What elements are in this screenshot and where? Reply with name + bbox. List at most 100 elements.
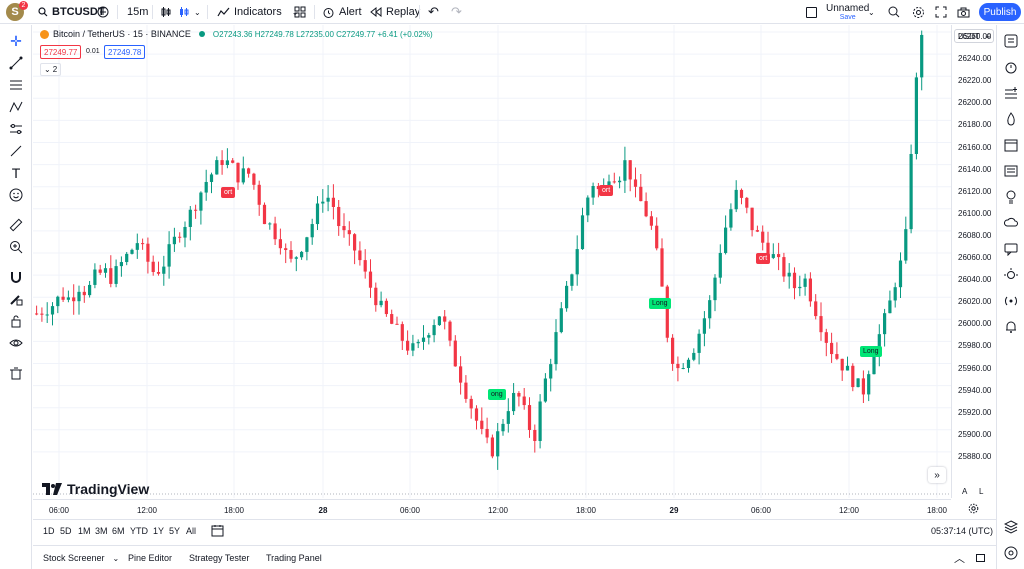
undo-button[interactable]: ↶ [428, 0, 439, 24]
crosshair-tool[interactable]: ✛ [8, 33, 24, 49]
symbol-search-button[interactable]: BTCUSDT [38, 0, 105, 24]
broadcast-button[interactable] [1003, 293, 1019, 309]
hide-drawings-tool[interactable] [8, 335, 24, 351]
bar-style-button[interactable]: ⌄ [178, 0, 201, 24]
stay-in-drawing-tool[interactable] [8, 291, 24, 307]
currency-select[interactable]: USDT ≡ [954, 29, 994, 43]
scroll-to-realtime-button[interactable]: » [928, 467, 946, 483]
trend-line-tool[interactable] [8, 55, 24, 71]
emoji-tool[interactable] [8, 187, 24, 203]
brush-icon [10, 145, 22, 157]
lock-drawings-tool[interactable] [8, 313, 24, 329]
goto-date-button[interactable] [211, 524, 224, 540]
symbol-title[interactable]: Bitcoin / TetherUS · 15 · BINANCE [53, 29, 191, 39]
sell-price-button[interactable]: 27249.77 [40, 45, 82, 59]
timeframe-3m-button[interactable]: 3M [95, 526, 108, 536]
candle-body [278, 239, 282, 249]
prediction-tool[interactable] [8, 121, 24, 137]
chart-type-button[interactable] [160, 0, 172, 24]
timeframe-1m-button[interactable]: 1M [78, 526, 91, 536]
log-scale-button[interactable]: L [979, 487, 984, 496]
timeframe-6m-button[interactable]: 6M [112, 526, 125, 536]
candle-body [88, 284, 92, 296]
layout-icon [806, 6, 817, 18]
price-tick-label: 25980.00 [958, 341, 992, 351]
replay-button[interactable]: Replay [370, 0, 420, 24]
menu-icon: ≡ [985, 31, 990, 41]
prediction-icon [10, 124, 22, 134]
timeframe-1y-button[interactable]: 1Y [153, 526, 165, 536]
layout-checkbox[interactable] [806, 0, 817, 24]
tab-label: Pine Editor [128, 553, 173, 563]
auto-scale-button[interactable]: A [962, 487, 968, 496]
notifications-button[interactable] [1003, 319, 1019, 335]
axis-settings-button[interactable] [968, 503, 979, 517]
timeframe-all-button[interactable]: All [186, 526, 197, 536]
candle-body [469, 398, 473, 409]
collapse-panel-button[interactable]: ︿ [954, 546, 965, 569]
candle-body [178, 236, 182, 238]
indicators-button[interactable]: Indicators ⌄ [217, 0, 298, 24]
news-button[interactable] [1003, 163, 1019, 179]
interval-button[interactable]: 15m [127, 0, 148, 24]
object-tree-button[interactable] [1003, 519, 1019, 535]
time-axis[interactable]: 06:00 12:00 18:00 28 06:00 12:00 18:00 29 06:00 1… [33, 499, 951, 519]
price-tick-label: 25900.00 [958, 429, 992, 439]
fullscreen-button[interactable] [935, 0, 947, 24]
data-window-button[interactable] [1003, 85, 1019, 101]
layout-name-button[interactable]: Unnamed Save [826, 0, 869, 24]
streams-button[interactable] [1003, 215, 1019, 231]
remove-drawings-tool[interactable] [8, 365, 24, 381]
layouts-button[interactable] [294, 0, 306, 24]
price-chart[interactable] [33, 25, 951, 498]
compare-button[interactable] [97, 0, 109, 24]
magnet-icon [11, 272, 21, 283]
ideas-button[interactable] [1003, 189, 1019, 205]
chevron-down-icon: ⌄ [291, 7, 299, 17]
snapshot-button[interactable] [957, 0, 970, 24]
text-tool[interactable]: T [8, 165, 24, 181]
publish-button[interactable]: Publish [979, 3, 1021, 21]
candle-body [209, 174, 214, 182]
alerts-button[interactable] [1003, 59, 1019, 75]
tab-trading-panel[interactable]: Trading Panel [266, 546, 322, 569]
pattern-tool[interactable] [8, 99, 24, 115]
brush-tool[interactable] [8, 143, 24, 159]
layout-menu-button[interactable]: ⌄ [868, 0, 875, 24]
price-tick-label: 26220.00 [958, 76, 992, 86]
fullscreen-icon [935, 6, 947, 18]
measure-tool[interactable] [8, 217, 24, 233]
calendar-button[interactable] [1003, 137, 1019, 153]
watchlist-button[interactable] [1003, 33, 1019, 49]
price-tick-label: 25960.00 [958, 363, 992, 373]
timeframe-5d-button[interactable]: 5D [60, 526, 72, 536]
pencil-lock-icon [10, 295, 23, 306]
candle-body [883, 313, 887, 335]
candle-body [358, 250, 362, 261]
insights-button[interactable] [1003, 267, 1019, 283]
tab-stock-screener[interactable]: Stock Screener ⌄ [43, 546, 119, 569]
help-button[interactable] [1003, 545, 1019, 561]
timeframe-ytd-button[interactable]: YTD [130, 526, 148, 536]
chats-button[interactable] [1003, 241, 1019, 257]
redo-button[interactable]: ↷ [451, 0, 462, 24]
quick-search-button[interactable] [888, 0, 900, 24]
fib-tool[interactable] [8, 77, 24, 93]
candle-body [512, 392, 516, 412]
timeframe-5y-button[interactable]: 5Y [169, 526, 181, 536]
chart-pane[interactable] [33, 25, 951, 498]
alert-button[interactable]: Alert [322, 0, 362, 24]
indicators-count: 2 [52, 65, 58, 74]
timeframe-1d-button[interactable]: 1D [43, 526, 55, 536]
hotlists-button[interactable] [1003, 111, 1019, 127]
tab-strategy-tester[interactable]: Strategy Tester [189, 546, 249, 569]
magnet-tool[interactable] [8, 269, 24, 285]
indicators-collapse-toggle[interactable]: ⌄ 2 [40, 63, 62, 76]
maximize-panel-button[interactable] [976, 546, 985, 569]
tab-pine-editor[interactable]: Pine Editor [128, 546, 172, 569]
utc-clock[interactable]: 05:37:14 (UTC) [931, 526, 994, 536]
buy-price-button[interactable]: 27249.78 [104, 45, 146, 59]
zoom-tool[interactable] [8, 239, 24, 255]
settings-button[interactable] [912, 0, 925, 24]
price-axis[interactable]: 26260.00 26240.00 26220.00 26200.00 26180.00… [951, 25, 996, 498]
